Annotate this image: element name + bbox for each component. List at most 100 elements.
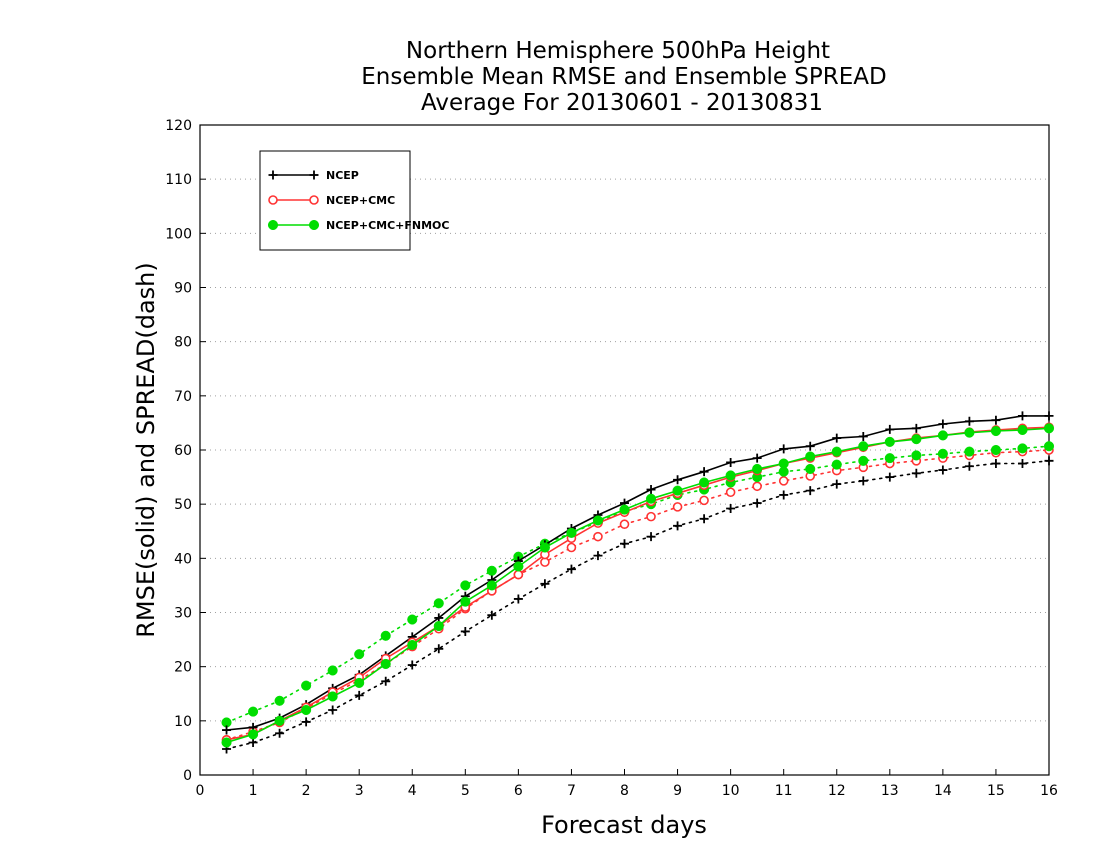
rmse-point [991, 416, 1000, 425]
y-tick-label: 70 [174, 389, 192, 405]
spread-point [381, 631, 391, 641]
legend-label: NCEP+CMC [326, 194, 395, 207]
series-rmse-0 [222, 411, 1053, 734]
rmse-point [514, 571, 522, 579]
spread-point [407, 615, 417, 625]
spread-point [700, 496, 708, 504]
y-axis-label: RMSE(solid) and SPREAD(dash) [132, 262, 160, 638]
title-line-2: Ensemble Mean RMSE and Ensemble SPREAD [361, 64, 886, 90]
rmse-point [673, 475, 682, 484]
spread-point [912, 469, 921, 478]
legend-marker [309, 220, 319, 230]
spread-point [858, 456, 868, 466]
x-tick-label: 7 [567, 783, 576, 799]
x-tick-label: 11 [775, 783, 793, 799]
legend-marker [269, 196, 277, 204]
spread-point [567, 565, 576, 574]
spread-point [514, 594, 523, 603]
y-tick-label: 110 [165, 172, 192, 188]
series-spread-0 [222, 456, 1053, 753]
rmse-point [938, 420, 947, 429]
spread-point [461, 581, 471, 591]
spread-point [779, 490, 788, 499]
spread-point [593, 551, 602, 560]
spread-point [487, 611, 496, 620]
rmse-line [227, 428, 1050, 742]
series-spread-1 [223, 446, 1053, 744]
title-line-3: Average For 20130601 - 20130831 [421, 90, 823, 116]
rmse-point [805, 452, 815, 462]
x-tick-label: 5 [461, 783, 470, 799]
y-tick-label: 40 [174, 551, 192, 567]
rmse-point [354, 678, 364, 688]
rmse-point [1018, 425, 1028, 435]
y-tick-label: 120 [165, 118, 192, 134]
spread-point [1045, 456, 1054, 465]
y-tick-label: 30 [174, 606, 192, 622]
rmse-point [301, 705, 311, 715]
rmse-point [620, 505, 630, 515]
spread-point [673, 521, 682, 530]
rmse-point [752, 464, 762, 474]
x-tick-label: 1 [249, 783, 258, 799]
spread-point [726, 504, 735, 513]
x-tick-label: 0 [196, 783, 205, 799]
spread-point [567, 544, 575, 552]
spread-point [832, 480, 841, 489]
rmse-point [461, 597, 471, 607]
spread-point [275, 729, 284, 738]
rmse-point [514, 562, 524, 572]
spread-point [938, 449, 948, 459]
spread-point [461, 627, 470, 636]
spread-point [805, 464, 815, 474]
rmse-point [1045, 411, 1054, 420]
rmse-point [832, 447, 842, 457]
legend-marker [310, 196, 318, 204]
x-tick-label: 13 [881, 783, 899, 799]
rmse-point [1018, 411, 1027, 420]
spread-point [965, 447, 975, 457]
x-tick-label: 4 [408, 783, 417, 799]
spread-point [780, 477, 788, 485]
spread-point [965, 462, 974, 471]
legend-label: NCEP [326, 169, 359, 182]
rmse-point [275, 716, 285, 726]
spread-line [227, 450, 1050, 740]
x-tick-label: 15 [987, 783, 1005, 799]
x-tick-label: 14 [934, 783, 952, 799]
title-line-1: Northern Hemisphere 500hPa Height [406, 38, 830, 64]
spread-point [275, 696, 285, 706]
spread-point [381, 677, 390, 686]
rmse-point [434, 621, 444, 631]
spread-point [700, 514, 709, 523]
x-tick-label: 8 [620, 783, 629, 799]
rmse-point [779, 459, 789, 469]
rmse-point [912, 424, 921, 433]
spread-point [753, 482, 761, 490]
y-tick-label: 90 [174, 281, 192, 297]
rmse-point [726, 471, 736, 481]
spread-point [434, 598, 444, 608]
spread-point [885, 453, 895, 463]
rmse-point [885, 425, 894, 434]
rmse-point [991, 426, 1001, 436]
y-tick-label: 20 [174, 660, 192, 676]
rmse-point [938, 431, 948, 441]
spread-point [912, 451, 922, 461]
legend-label: NCEP+CMC+FNMOC [326, 219, 449, 232]
rmse-point [328, 692, 338, 702]
spread-point [1018, 444, 1028, 454]
x-tick-label: 10 [722, 783, 740, 799]
x-tick-label: 12 [828, 783, 846, 799]
spread-point [355, 691, 364, 700]
y-tick-label: 0 [183, 768, 192, 784]
series-layer [222, 411, 1054, 753]
spread-point [620, 539, 629, 548]
spread-point [594, 533, 602, 541]
spread-point [540, 579, 549, 588]
y-tick-label: 60 [174, 443, 192, 459]
grid [200, 179, 1049, 721]
rmse-point [700, 467, 709, 476]
spread-point [647, 532, 656, 541]
rmse-line [227, 427, 1050, 740]
